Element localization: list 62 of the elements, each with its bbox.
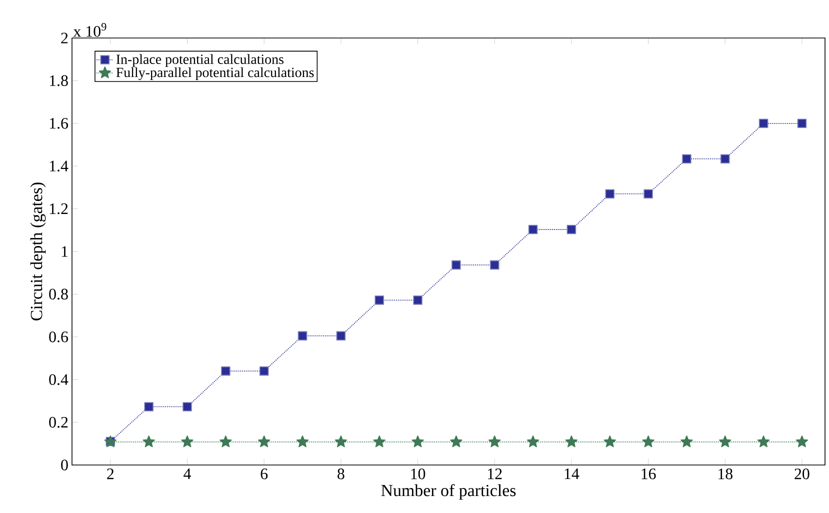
y-tick-label: 0 <box>61 460 68 470</box>
point <box>720 154 730 164</box>
y-tick-label: 1.8 <box>50 75 68 86</box>
point <box>144 402 154 412</box>
x-tick-label: 12 <box>488 468 502 480</box>
point <box>682 154 692 164</box>
point <box>298 331 308 340</box>
point <box>758 118 768 128</box>
x-tick-label: 4 <box>184 468 191 480</box>
point <box>490 260 500 270</box>
point <box>796 435 808 448</box>
x-tick-label: 6 <box>260 468 268 480</box>
point <box>644 189 653 198</box>
point <box>605 189 615 198</box>
x-axis-title: Number of particles <box>381 484 516 500</box>
y-axis-title: Circuit depth (gates) <box>30 182 46 320</box>
point <box>413 296 422 305</box>
x-tick-label: 16 <box>642 468 656 480</box>
x-tick-label: 8 <box>338 468 344 480</box>
point <box>336 331 346 340</box>
y-tick-label: 1.6 <box>50 118 68 129</box>
point <box>221 366 230 376</box>
x-tick-label: 20 <box>794 468 810 480</box>
point <box>181 435 194 448</box>
y-tick-label: 0.8 <box>49 288 68 300</box>
point <box>526 435 540 448</box>
point <box>182 402 192 412</box>
point <box>450 435 462 448</box>
point <box>220 435 232 448</box>
y-tick-label: 0.2 <box>49 416 68 428</box>
y-tick-label: 0.4 <box>49 374 68 386</box>
y-tick-label: 2 <box>61 32 68 44</box>
point <box>565 435 578 448</box>
point <box>334 435 348 448</box>
point <box>604 435 616 448</box>
y-tick-label: 0.6 <box>49 331 68 342</box>
x-tick-label: 2 <box>107 468 114 480</box>
point <box>797 118 807 128</box>
point <box>296 435 309 448</box>
y-tick-label: 1.4 <box>50 160 68 172</box>
text: x 10$^{9}$ <box>73 23 106 37</box>
legend-label: Fully-parallel potential calculations <box>116 67 314 80</box>
point <box>528 224 538 234</box>
point <box>566 224 576 234</box>
point <box>259 366 269 376</box>
point <box>452 260 461 270</box>
point <box>142 435 155 448</box>
point <box>373 435 386 448</box>
point <box>757 435 770 448</box>
y-tick-label: 1 <box>62 246 68 257</box>
x-tick-label: 14 <box>564 468 580 480</box>
point <box>258 435 270 448</box>
y-tick-label: 1.2 <box>50 203 68 214</box>
x-tick-label: 18 <box>718 468 732 480</box>
legend-label: In-place potential calculations <box>116 54 284 67</box>
point <box>642 435 654 448</box>
point <box>680 435 693 448</box>
point <box>412 435 424 448</box>
point <box>488 435 501 448</box>
x-tick-label: 10 <box>411 468 426 480</box>
point <box>374 296 384 305</box>
point <box>718 435 732 448</box>
